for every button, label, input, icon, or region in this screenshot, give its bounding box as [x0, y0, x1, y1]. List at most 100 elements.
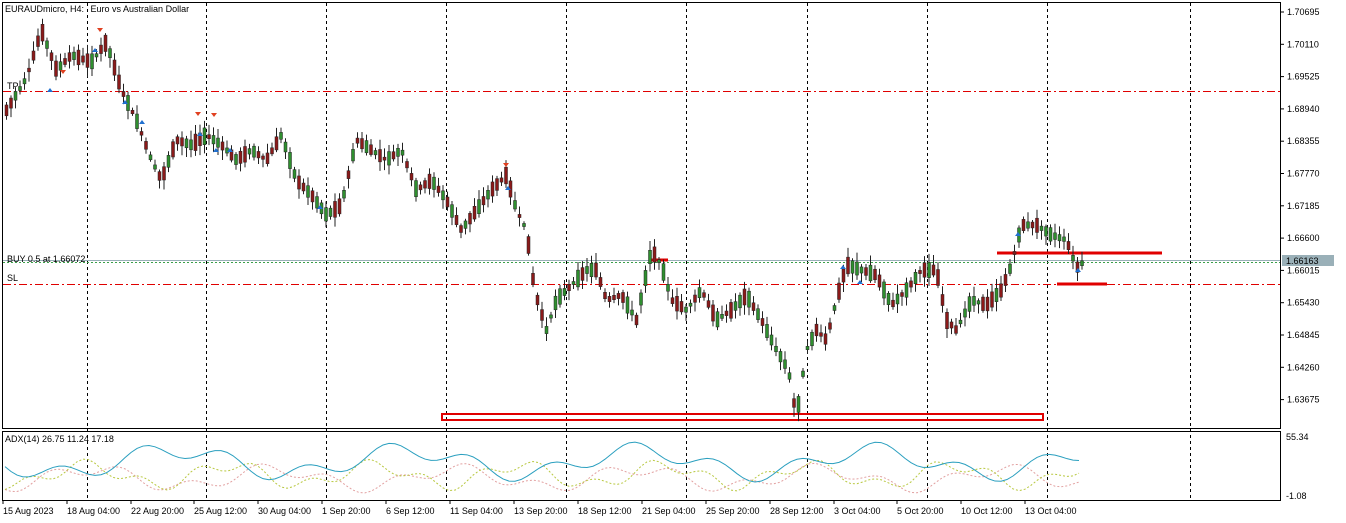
- candlestick-series: [4, 18, 1084, 422]
- price-tick-label: 1.66015: [1287, 265, 1320, 275]
- candle-bull: [958, 319, 963, 325]
- candle-bull: [972, 296, 976, 306]
- candle-bear: [634, 314, 639, 326]
- buy-arrow-icon[interactable]: [122, 100, 128, 104]
- candle-bull: [18, 86, 22, 91]
- candle-bear: [391, 151, 396, 160]
- candle-bull: [783, 359, 787, 369]
- candle-bear: [607, 296, 612, 302]
- candle-bear: [846, 256, 850, 275]
- sell-arrow-icon[interactable]: [60, 70, 66, 74]
- candle-bull: [189, 139, 193, 151]
- buy-arrow-icon[interactable]: [139, 120, 145, 124]
- candle-bull: [589, 263, 594, 277]
- candle-bear: [949, 321, 954, 329]
- buy-arrow-icon[interactable]: [1015, 232, 1021, 236]
- buy-arrow-icon[interactable]: [47, 88, 53, 92]
- candle-bull: [45, 40, 49, 49]
- candle-bear: [828, 322, 832, 330]
- candle-bear: [1035, 217, 1039, 233]
- time-tick-label: 18 Aug 04:00: [67, 506, 120, 516]
- buy-arrow-icon[interactable]: [213, 148, 219, 152]
- candle-bear: [220, 141, 225, 151]
- buy-arrow-icon[interactable]: [317, 205, 323, 209]
- price-tick-label: 1.64260: [1287, 362, 1320, 372]
- candle-bull: [913, 271, 918, 285]
- candle-bull: [202, 127, 207, 146]
- time-tick-label: 25 Aug 12:00: [194, 506, 247, 516]
- candle-bear: [526, 236, 531, 254]
- candle-bull: [108, 48, 112, 59]
- buy-arrow-icon[interactable]: [840, 265, 846, 269]
- price-tick-label: 1.68940: [1287, 104, 1320, 114]
- candle-bear: [621, 292, 625, 303]
- candle-bull: [288, 152, 292, 169]
- candle-bear: [1066, 241, 1071, 251]
- candle-bear: [670, 297, 675, 304]
- price-tick-label: 1.69525: [1287, 72, 1320, 82]
- candle-bull: [756, 308, 760, 320]
- candle-bear: [265, 152, 270, 164]
- candle-bear: [936, 269, 940, 286]
- candle-bull: [715, 311, 720, 328]
- candle-bull: [553, 295, 558, 311]
- sell-arrow-icon[interactable]: [211, 113, 217, 117]
- candle-bear: [873, 268, 877, 281]
- candle-bear: [504, 166, 508, 185]
- candle-bull: [904, 282, 909, 298]
- candle-bear: [940, 294, 945, 306]
- candle-bull: [184, 138, 189, 149]
- sell-arrow-icon[interactable]: [503, 163, 509, 167]
- candle-bear: [535, 294, 540, 306]
- price-tick-label: 1.70695: [1287, 7, 1320, 17]
- price-tick-label: 1.63675: [1287, 395, 1320, 405]
- candle-bull: [364, 140, 369, 154]
- candle-bear: [27, 67, 31, 73]
- candle-bull: [72, 51, 76, 60]
- buy-arrow-icon[interactable]: [505, 186, 511, 190]
- candle-bear: [900, 292, 904, 297]
- time-tick-label: 11 Sep 04:00: [450, 506, 503, 516]
- candle-bear: [427, 173, 432, 189]
- buy-arrow-icon[interactable]: [92, 48, 98, 52]
- candle-bear: [261, 155, 265, 160]
- candle-bull: [1048, 227, 1053, 242]
- candle-bear: [117, 74, 121, 90]
- candle-bear: [4, 104, 9, 117]
- candle-bull: [1008, 263, 1012, 274]
- buy-arrow-icon[interactable]: [857, 280, 863, 284]
- candle-bear: [877, 274, 882, 288]
- price-tick-label: 1.66600: [1287, 233, 1320, 243]
- price-tick-label: 1.68355: [1287, 136, 1320, 146]
- candle-bull: [292, 169, 297, 179]
- candle-bear: [693, 294, 697, 303]
- candle-bull: [882, 281, 886, 299]
- candle-bear: [567, 284, 571, 291]
- candle-bear: [918, 270, 922, 274]
- buy-arrow-icon[interactable]: [1075, 268, 1081, 272]
- candle-bear: [985, 296, 990, 312]
- candle-bear: [1012, 251, 1017, 255]
- candle-bull: [486, 190, 490, 200]
- candle-bear: [63, 58, 67, 65]
- buy-arrow-icon[interactable]: [197, 132, 203, 136]
- candle-bull: [625, 296, 630, 314]
- candle-bear: [454, 215, 459, 225]
- buy-arrow-icon[interactable]: [227, 148, 233, 152]
- time-tick-label: 13 Oct 04:00: [1025, 506, 1077, 516]
- candle-bull: [22, 78, 27, 85]
- price-tick-label: 1.70110: [1287, 39, 1319, 49]
- candle-bull: [868, 264, 873, 282]
- support-zone-rectangle[interactable]: [441, 413, 1044, 421]
- sell-arrow-icon[interactable]: [195, 112, 201, 116]
- sell-arrow-icon[interactable]: [97, 28, 103, 32]
- candle-bear: [121, 91, 126, 97]
- candle-bear: [346, 170, 351, 179]
- candle-bear: [337, 198, 342, 215]
- candle-bull: [738, 294, 742, 309]
- current-price-tag: [1282, 255, 1334, 266]
- indicator-label: ADX(14) 26.75 11.24 17.18: [5, 434, 114, 444]
- candle-bull: [688, 302, 693, 307]
